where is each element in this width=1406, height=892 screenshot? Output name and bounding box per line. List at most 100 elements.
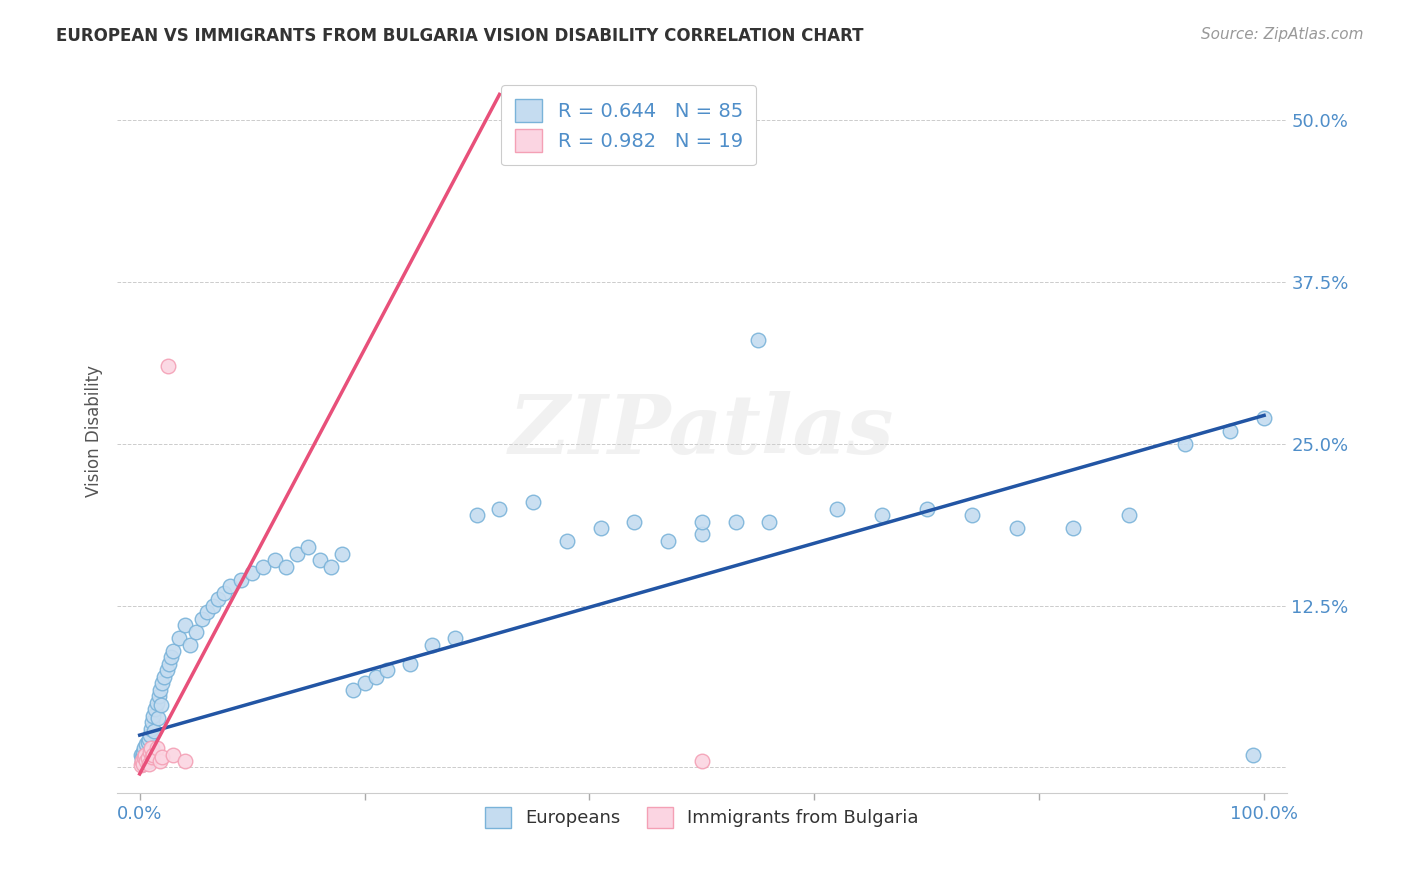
Point: [690, 754, 713, 768]
Point: [657, 533, 679, 548]
Point: [1253, 411, 1275, 425]
Text: EUROPEAN VS IMMIGRANTS FROM BULGARIA VISION DISABILITY CORRELATION CHART: EUROPEAN VS IMMIGRANTS FROM BULGARIA VIS…: [56, 27, 863, 45]
Point: [145, 702, 167, 716]
Point: [136, 750, 159, 764]
Point: [870, 508, 893, 522]
Point: [1174, 437, 1197, 451]
Point: [135, 754, 157, 768]
Point: [129, 747, 152, 762]
Point: [623, 515, 645, 529]
Point: [1005, 521, 1028, 535]
Point: [138, 754, 160, 768]
Point: [134, 751, 156, 765]
Point: [207, 592, 229, 607]
Point: [142, 747, 165, 762]
Point: [690, 515, 713, 529]
Point: [1219, 424, 1241, 438]
Point: [139, 747, 162, 762]
Point: [150, 676, 173, 690]
Point: [157, 657, 180, 671]
Point: [162, 747, 184, 762]
Point: [139, 741, 162, 756]
Point: [297, 541, 319, 555]
Point: [156, 359, 179, 374]
Point: [1118, 508, 1140, 522]
Point: [129, 757, 152, 772]
Point: [1241, 747, 1264, 762]
Point: [153, 670, 176, 684]
Point: [139, 751, 162, 765]
Point: [212, 585, 235, 599]
Point: [398, 657, 420, 671]
Point: [1062, 521, 1084, 535]
Point: [319, 559, 342, 574]
Point: [173, 754, 195, 768]
Point: [139, 728, 162, 742]
Point: [285, 547, 308, 561]
Point: [149, 754, 172, 768]
Point: [915, 501, 938, 516]
Point: [134, 756, 156, 770]
Point: [134, 747, 156, 762]
Point: [160, 650, 183, 665]
Point: [825, 501, 848, 516]
Point: [201, 599, 224, 613]
Point: [167, 631, 190, 645]
Point: [960, 508, 983, 522]
Point: [263, 553, 285, 567]
Point: [134, 747, 156, 762]
Point: [138, 756, 160, 771]
Point: [142, 708, 165, 723]
Point: [131, 750, 153, 764]
Point: [747, 334, 769, 348]
Point: [184, 624, 207, 639]
Point: [229, 573, 252, 587]
Point: [330, 547, 353, 561]
Point: [132, 745, 155, 759]
Point: [443, 631, 465, 645]
Point: [218, 579, 240, 593]
Point: [134, 750, 156, 764]
Point: [252, 559, 274, 574]
Point: [134, 741, 156, 756]
Point: [135, 753, 157, 767]
Text: ZIPatlas: ZIPatlas: [509, 391, 894, 471]
Point: [364, 670, 387, 684]
Point: [143, 724, 166, 739]
Point: [139, 745, 162, 759]
Legend: Europeans, Immigrants from Bulgaria: Europeans, Immigrants from Bulgaria: [478, 800, 925, 835]
Point: [131, 754, 153, 768]
Point: [132, 756, 155, 771]
Point: [150, 698, 173, 713]
Point: [589, 521, 612, 535]
Point: [690, 527, 713, 541]
Point: [465, 508, 488, 522]
Point: [179, 638, 201, 652]
Point: [156, 664, 179, 678]
Point: [375, 664, 398, 678]
Point: [135, 737, 157, 751]
Point: [353, 676, 375, 690]
Point: [173, 618, 195, 632]
Point: [136, 751, 159, 765]
Point: [555, 533, 578, 548]
Point: [150, 750, 173, 764]
Point: [148, 690, 170, 704]
Point: [138, 731, 160, 746]
Point: [162, 644, 184, 658]
Point: [240, 566, 263, 581]
Point: [274, 559, 297, 574]
Point: [420, 638, 443, 652]
Point: [195, 605, 218, 619]
Point: [190, 612, 212, 626]
Point: [522, 495, 544, 509]
Point: [136, 734, 159, 748]
Point: [145, 741, 167, 756]
Point: [131, 754, 153, 768]
Point: [139, 722, 162, 736]
Point: [724, 515, 747, 529]
Point: [758, 515, 780, 529]
Point: [488, 501, 510, 516]
Point: [146, 711, 169, 725]
Point: [141, 715, 163, 730]
